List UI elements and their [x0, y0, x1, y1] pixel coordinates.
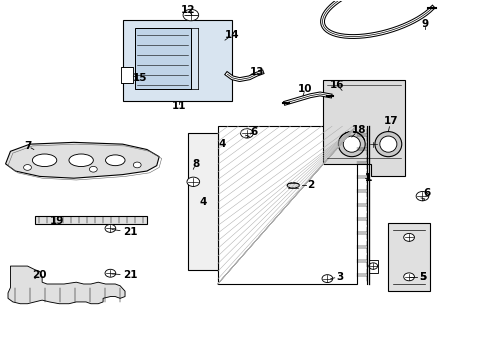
- Circle shape: [403, 233, 414, 241]
- Circle shape: [105, 225, 116, 232]
- Ellipse shape: [286, 183, 299, 188]
- Bar: [368, 260, 377, 273]
- Circle shape: [133, 162, 141, 168]
- Ellipse shape: [338, 132, 365, 157]
- Text: 11: 11: [171, 102, 185, 112]
- Circle shape: [403, 273, 414, 281]
- Text: 1: 1: [365, 173, 372, 183]
- Circle shape: [368, 263, 377, 269]
- Text: 15: 15: [132, 73, 146, 83]
- Text: 4: 4: [219, 139, 226, 149]
- Circle shape: [89, 166, 97, 172]
- Text: 17: 17: [383, 116, 397, 126]
- Circle shape: [240, 129, 253, 138]
- Text: 10: 10: [298, 84, 312, 94]
- Text: 5: 5: [418, 272, 425, 282]
- Text: 5: 5: [418, 272, 425, 282]
- Ellipse shape: [32, 154, 57, 167]
- Bar: [135, 28, 190, 89]
- Circle shape: [415, 192, 428, 201]
- Ellipse shape: [343, 136, 360, 152]
- Text: 4: 4: [199, 197, 206, 207]
- Circle shape: [23, 165, 31, 170]
- Text: 6: 6: [423, 188, 430, 198]
- Text: 8: 8: [192, 159, 199, 169]
- Circle shape: [183, 9, 198, 21]
- Text: 13: 13: [249, 67, 264, 77]
- Circle shape: [186, 177, 199, 186]
- Text: 3: 3: [335, 272, 343, 282]
- Ellipse shape: [69, 154, 93, 167]
- Polygon shape: [322, 80, 405, 176]
- Bar: [122, 21, 232, 101]
- Text: 7: 7: [24, 141, 31, 151]
- Ellipse shape: [374, 132, 401, 157]
- Ellipse shape: [379, 136, 396, 152]
- Polygon shape: [8, 266, 125, 304]
- Circle shape: [322, 275, 332, 283]
- Text: 21: 21: [122, 270, 137, 280]
- Text: 18: 18: [351, 125, 366, 135]
- Text: 6: 6: [250, 127, 257, 136]
- Text: 20: 20: [32, 270, 47, 280]
- Text: 21: 21: [122, 227, 137, 237]
- Polygon shape: [5, 142, 159, 178]
- Bar: [368, 138, 377, 150]
- Text: 2: 2: [306, 180, 313, 190]
- Circle shape: [368, 141, 377, 147]
- Bar: [188, 134, 217, 270]
- Ellipse shape: [105, 155, 125, 166]
- Text: 19: 19: [49, 216, 64, 226]
- Text: 14: 14: [224, 30, 239, 40]
- Text: 9: 9: [421, 19, 427, 29]
- Bar: [121, 67, 133, 83]
- Bar: [387, 223, 429, 291]
- Text: 16: 16: [329, 80, 344, 90]
- Text: 12: 12: [181, 5, 195, 15]
- Circle shape: [105, 269, 116, 277]
- Bar: [217, 126, 356, 284]
- Text: 1: 1: [365, 173, 372, 183]
- Bar: [35, 216, 147, 224]
